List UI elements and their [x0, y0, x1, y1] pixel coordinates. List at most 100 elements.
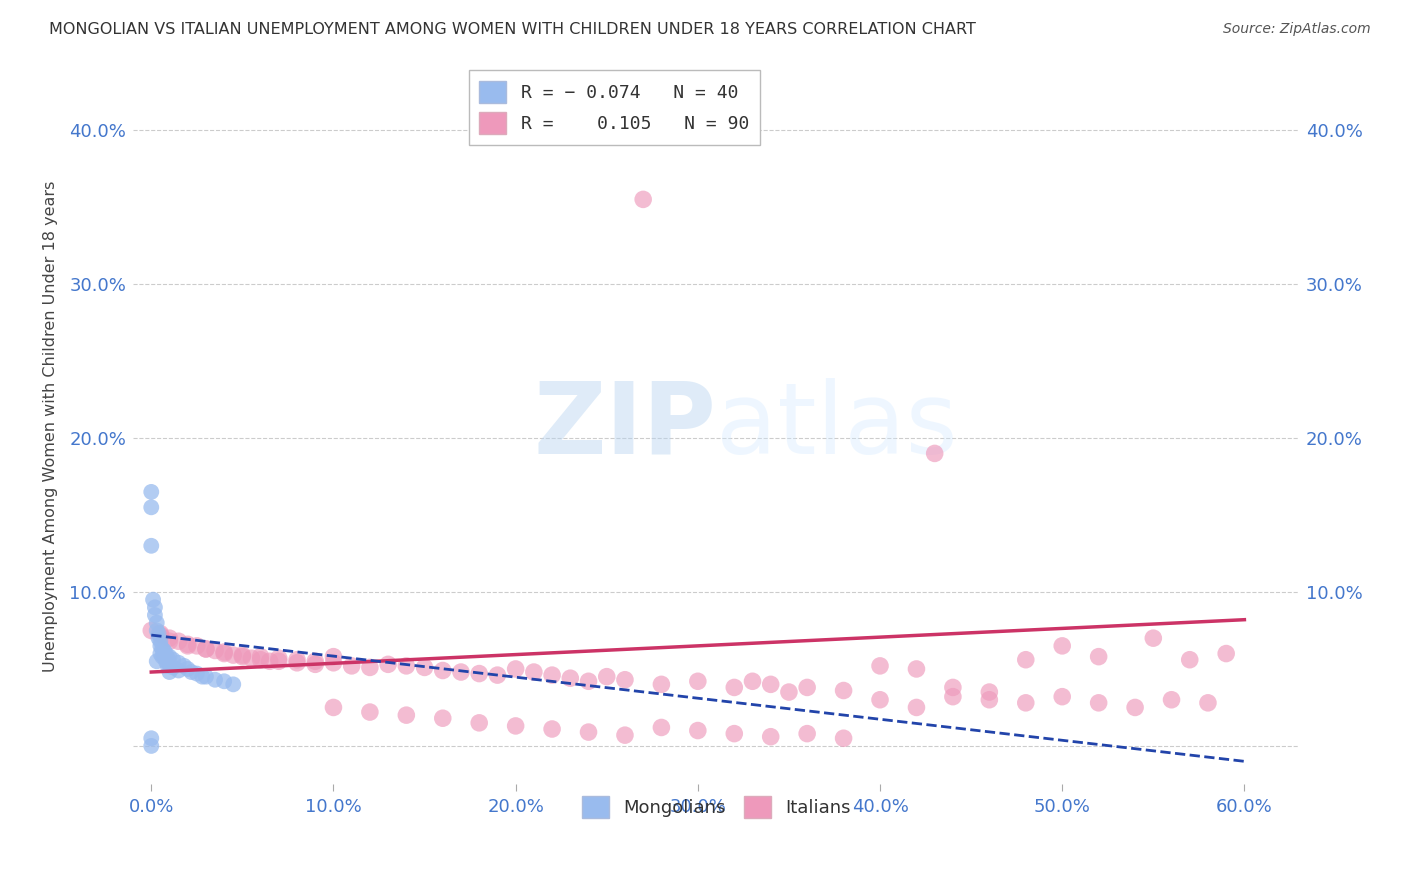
- Point: [741, 674, 763, 689]
- Point: [832, 683, 855, 698]
- Point: [686, 674, 709, 689]
- Legend: Mongolians, Italians: Mongolians, Italians: [574, 789, 858, 825]
- Point: [141, 539, 163, 553]
- Point: [159, 631, 181, 645]
- Point: [156, 651, 179, 665]
- Text: MONGOLIAN VS ITALIAN UNEMPLOYMENT AMONG WOMEN WITH CHILDREN UNDER 18 YEARS CORRE: MONGOLIAN VS ITALIAN UNEMPLOYMENT AMONG …: [49, 22, 976, 37]
- Point: [156, 659, 179, 673]
- Point: [212, 647, 235, 661]
- Point: [148, 626, 170, 640]
- Text: ZIP: ZIP: [533, 378, 716, 475]
- Point: [413, 660, 436, 674]
- Point: [159, 665, 181, 679]
- Point: [541, 722, 564, 736]
- Point: [322, 656, 344, 670]
- Point: [759, 677, 782, 691]
- Point: [322, 649, 344, 664]
- Point: [148, 631, 170, 645]
- Point: [942, 681, 965, 695]
- Point: [796, 726, 818, 740]
- Point: [149, 639, 172, 653]
- Point: [1015, 696, 1038, 710]
- Point: [267, 651, 290, 665]
- Point: [1142, 631, 1164, 645]
- Point: [541, 668, 564, 682]
- Point: [578, 725, 600, 739]
- Point: [304, 654, 326, 668]
- Point: [149, 628, 172, 642]
- Point: [267, 654, 290, 668]
- Point: [650, 677, 672, 691]
- Point: [145, 615, 167, 630]
- Point: [723, 681, 745, 695]
- Point: [155, 647, 177, 661]
- Point: [505, 662, 527, 676]
- Point: [285, 653, 308, 667]
- Point: [143, 600, 166, 615]
- Point: [523, 665, 546, 679]
- Point: [149, 626, 172, 640]
- Point: [141, 484, 163, 499]
- Point: [149, 647, 172, 661]
- Point: [177, 662, 200, 676]
- Point: [194, 670, 217, 684]
- Point: [631, 193, 654, 207]
- Point: [468, 715, 491, 730]
- Point: [596, 670, 619, 684]
- Point: [979, 692, 1001, 706]
- Point: [723, 726, 745, 740]
- Point: [153, 643, 176, 657]
- Point: [1087, 696, 1109, 710]
- Point: [204, 643, 226, 657]
- Point: [759, 730, 782, 744]
- Point: [359, 705, 381, 719]
- Point: [1050, 690, 1073, 704]
- Point: [613, 673, 636, 687]
- Point: [159, 657, 181, 672]
- Point: [468, 666, 491, 681]
- Point: [340, 659, 363, 673]
- Point: [177, 639, 200, 653]
- Point: [1197, 696, 1219, 710]
- Point: [231, 648, 253, 662]
- Point: [432, 711, 454, 725]
- Point: [486, 668, 509, 682]
- Point: [249, 653, 271, 667]
- Point: [177, 637, 200, 651]
- Point: [869, 659, 891, 673]
- Point: [143, 608, 166, 623]
- Point: [560, 671, 582, 685]
- Point: [150, 642, 173, 657]
- Point: [141, 731, 163, 746]
- Point: [240, 651, 263, 665]
- Point: [149, 634, 172, 648]
- Point: [231, 649, 253, 664]
- Point: [1160, 692, 1182, 706]
- Point: [167, 664, 190, 678]
- Point: [942, 690, 965, 704]
- Point: [194, 642, 217, 657]
- Point: [869, 692, 891, 706]
- Point: [359, 660, 381, 674]
- Point: [162, 653, 184, 667]
- Point: [979, 685, 1001, 699]
- Point: [204, 673, 226, 687]
- Point: [173, 659, 195, 673]
- Point: [1215, 647, 1237, 661]
- Point: [142, 592, 165, 607]
- Point: [141, 739, 163, 753]
- Point: [905, 662, 928, 676]
- Point: [153, 649, 176, 664]
- Point: [194, 642, 217, 657]
- Point: [924, 446, 946, 460]
- Point: [377, 657, 399, 672]
- Point: [167, 634, 190, 648]
- Point: [432, 664, 454, 678]
- Point: [285, 656, 308, 670]
- Point: [159, 649, 181, 664]
- Point: [180, 665, 202, 679]
- Y-axis label: Unemployment Among Women with Children Under 18 years: Unemployment Among Women with Children U…: [44, 181, 58, 673]
- Point: [141, 624, 163, 638]
- Point: [578, 674, 600, 689]
- Point: [905, 700, 928, 714]
